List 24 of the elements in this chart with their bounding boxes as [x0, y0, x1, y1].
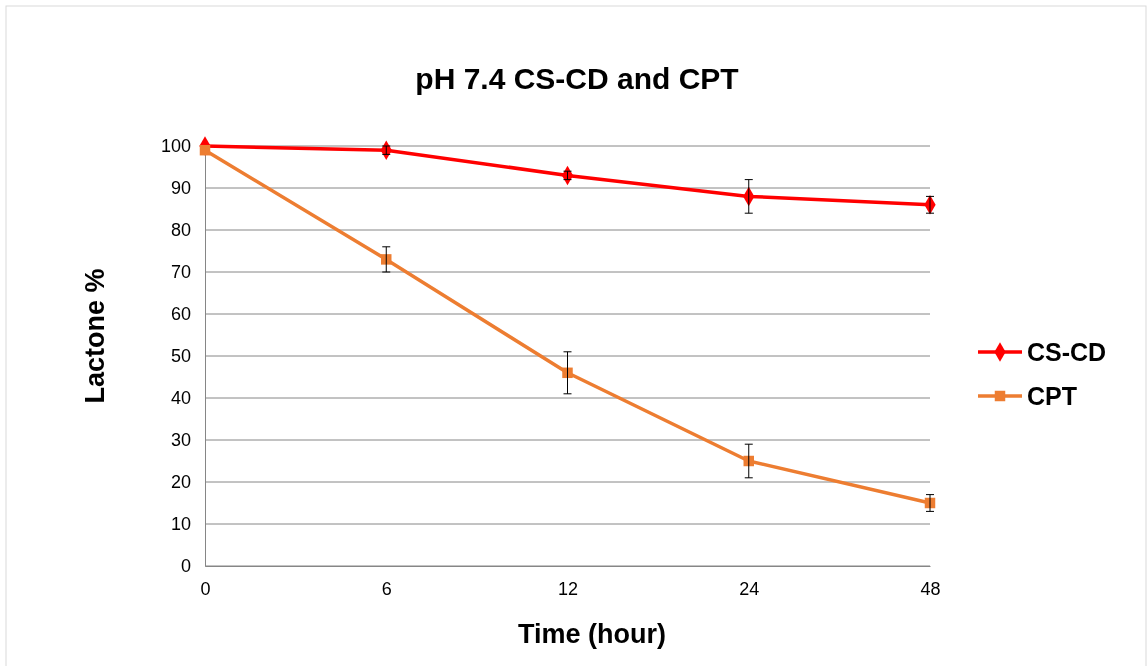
y-tick-label: 10 [170, 514, 191, 535]
x-tick-label: 6 [381, 578, 392, 599]
y-tick-label: 50 [170, 346, 191, 367]
y-tick-label: 80 [170, 220, 191, 241]
legend-label: CPT [1027, 382, 1077, 410]
x-tick-label: 48 [920, 578, 941, 599]
legend-label: CS-CD [1027, 338, 1107, 366]
y-tick-label: 30 [170, 430, 191, 451]
x-tick-label: 0 [200, 578, 211, 599]
y-tick-label: 100 [160, 136, 191, 157]
x-axis-title: Time (hour) [518, 619, 666, 649]
x-tick-label: 24 [739, 578, 760, 599]
y-tick-label: 70 [170, 262, 191, 283]
y-tick-label: 90 [170, 178, 191, 199]
y-tick-label: 40 [170, 388, 191, 409]
point [562, 367, 573, 379]
point [381, 254, 392, 265]
y-axis-title: Lactone % [80, 268, 110, 404]
point [199, 144, 211, 156]
y-tick-label: 60 [170, 304, 191, 325]
y-tick-label: 0 [180, 556, 191, 577]
y-tick-label: 20 [170, 472, 191, 493]
chart-title: pH 7.4 CS-CD and CPT [415, 62, 739, 95]
x-tick-label: 12 [557, 578, 579, 599]
